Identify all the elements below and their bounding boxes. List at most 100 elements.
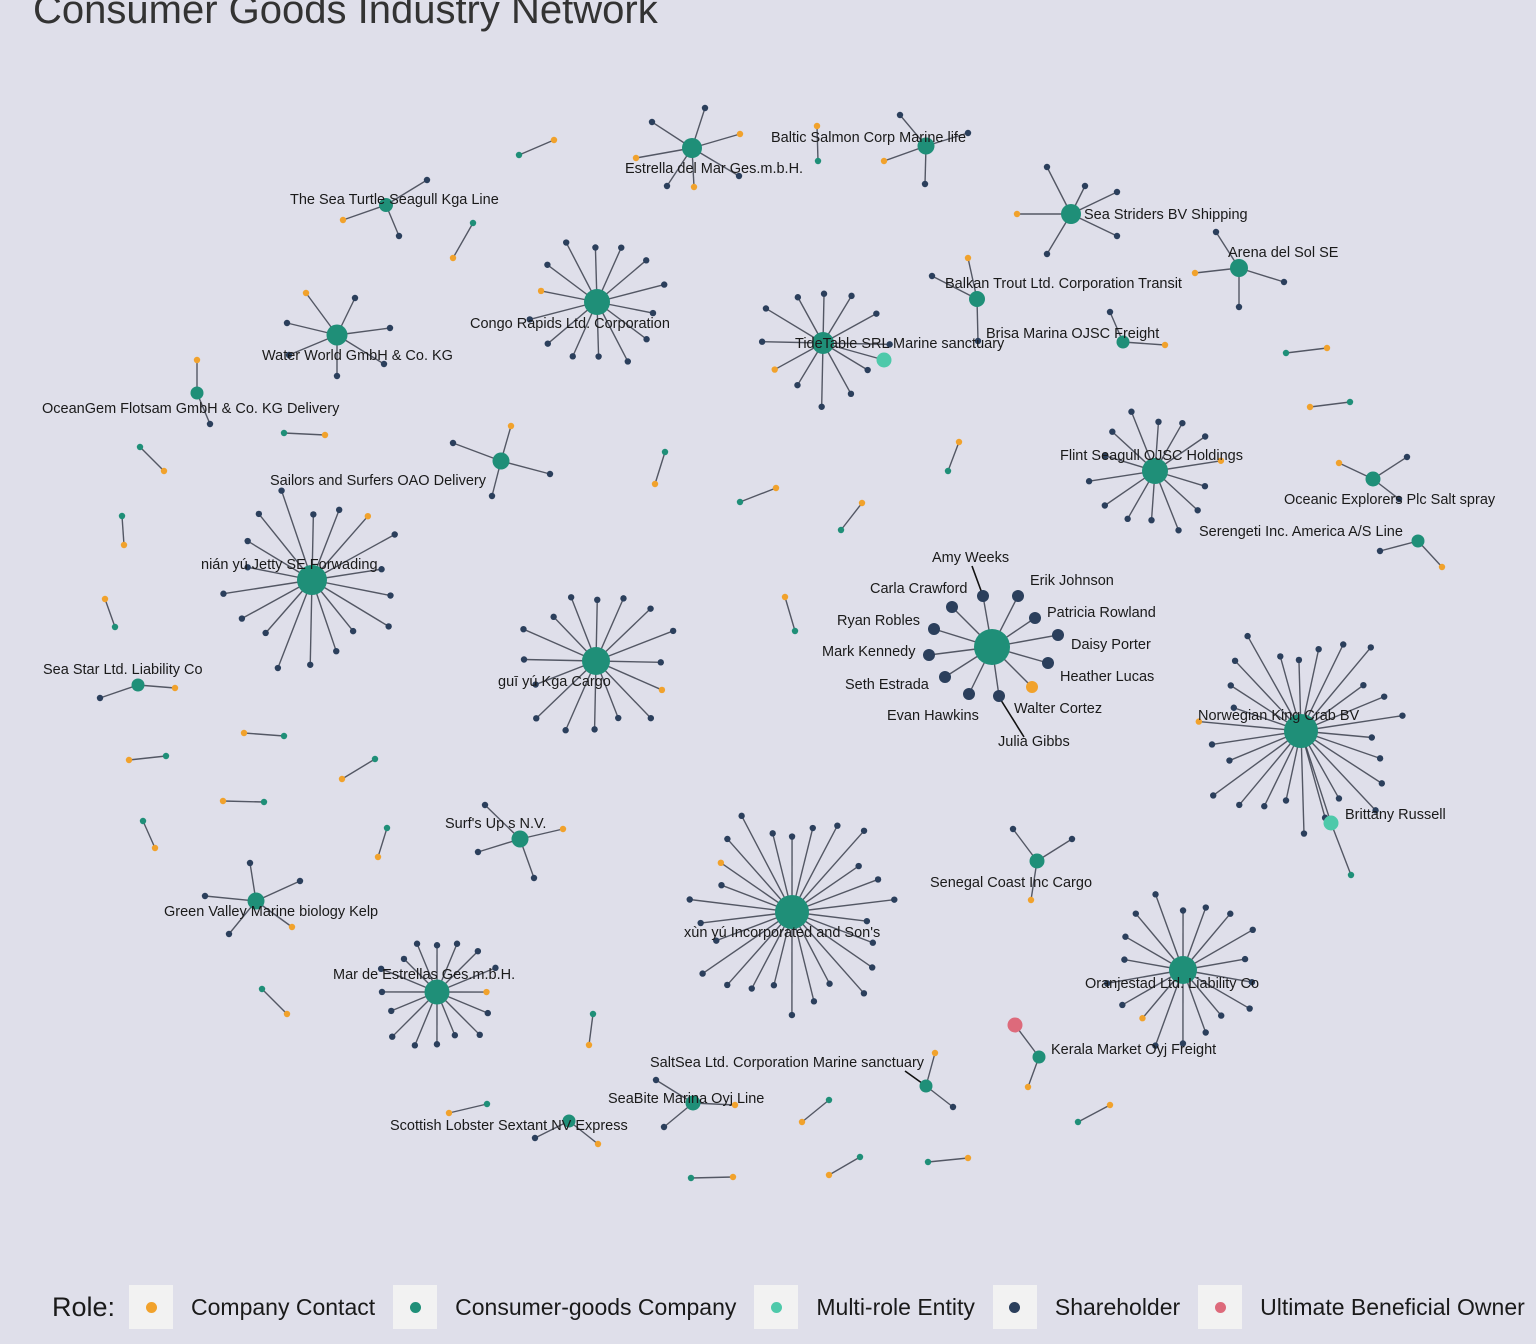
network-edge — [654, 451, 666, 485]
consumer-goods-company-node — [791, 627, 799, 635]
shareholder-node — [1212, 228, 1220, 236]
company-contact-node — [374, 853, 382, 861]
consumer-goods-company-node — [469, 219, 477, 227]
shareholder-node — [492, 964, 499, 972]
shareholder-node — [697, 919, 704, 927]
network-edge — [377, 827, 388, 858]
company-contact-node — [964, 1154, 972, 1162]
consumer-goods-company-node — [280, 429, 288, 437]
network-edge — [702, 911, 793, 975]
shareholder-node — [1395, 495, 1403, 503]
consumer-goods-company-node — [1061, 204, 1081, 224]
legend-label: Shareholder — [1054, 1293, 1181, 1320]
shareholder-node — [1367, 644, 1375, 651]
consumer-goods-company-node — [589, 1010, 597, 1018]
consumer-goods-company-node — [162, 752, 170, 760]
company-contact-node — [1306, 403, 1314, 411]
shareholder-node — [520, 625, 527, 633]
shareholder-node — [1227, 910, 1234, 917]
company-contact-node — [1335, 459, 1343, 467]
consumer-goods-company-node — [1029, 853, 1045, 869]
shareholder-node — [378, 566, 385, 573]
shareholder-node — [964, 129, 972, 137]
legend: Role: Company Contact Consumer-goods Com… — [52, 1284, 1536, 1330]
consumer-goods-company-node — [379, 198, 393, 212]
shareholder-node — [794, 381, 801, 389]
node-label-baltic: Baltic Salmon Corp Marine life — [771, 130, 966, 146]
shareholder-node — [648, 118, 656, 126]
consumer-goods-company-node — [661, 448, 669, 456]
shareholder-node — [663, 182, 671, 190]
company-contact-node — [813, 122, 821, 130]
consumer-goods-company-node — [1074, 1118, 1082, 1126]
consumer-goods-company-node — [111, 623, 119, 631]
network-edge — [280, 490, 313, 581]
company-contact-node — [288, 923, 296, 931]
network-edge — [448, 1103, 488, 1114]
network-nodes — [96, 104, 1446, 1182]
company-contact-node — [1191, 269, 1199, 277]
company-contact-node — [964, 254, 972, 262]
shareholder-node — [550, 613, 557, 621]
shareholder-node — [1155, 418, 1162, 426]
shareholder-node — [1300, 830, 1308, 837]
company-contact-node — [364, 512, 372, 520]
shareholder-node — [544, 261, 551, 268]
company-contact-node — [483, 988, 490, 996]
shareholder-node — [863, 917, 871, 925]
shareholder-node — [1376, 547, 1384, 555]
shareholder-node — [818, 403, 825, 410]
shareholder-node — [618, 244, 625, 251]
legend-label: Ultimate Beneficial Owner — [1260, 1293, 1525, 1320]
node-label-guiyu: guī yú Kga Cargo — [498, 674, 611, 690]
shareholder-node — [380, 360, 388, 368]
network-edge — [784, 596, 796, 632]
shareholder-node — [220, 590, 227, 597]
network-edge — [243, 732, 285, 737]
shareholder-node — [1012, 590, 1024, 602]
legend-item-company-contact: Company Contact — [129, 1285, 375, 1329]
consumer-goods-company-node — [562, 1114, 576, 1128]
company-contact-node — [798, 1118, 806, 1126]
shareholder-node — [206, 420, 214, 428]
consumer-goods-company-node — [190, 386, 204, 400]
company-contact-node — [339, 216, 347, 224]
company-contact-node — [445, 1109, 453, 1117]
company-contact-node — [1161, 341, 1169, 349]
company-contact-node — [338, 775, 346, 783]
company-contact-node — [717, 859, 725, 867]
shareholder-node — [520, 656, 528, 663]
consumer-goods-company-node — [483, 1100, 491, 1108]
node-label-norwegian: Norwegian King Crab BV — [1198, 708, 1360, 724]
shareholder-node — [333, 372, 341, 380]
consumer-goods-company-node — [944, 467, 952, 475]
network-edge — [588, 1013, 594, 1046]
shareholder-node — [1043, 163, 1051, 171]
shareholder-node — [810, 998, 818, 1005]
shareholder-node — [820, 290, 828, 297]
consumer-goods-company-node — [1169, 956, 1197, 984]
shareholder-node — [735, 172, 743, 180]
network-edge — [1300, 646, 1372, 732]
shareholder-node — [594, 596, 601, 604]
company-contact-node — [1013, 210, 1021, 218]
shareholder-node — [788, 1011, 796, 1019]
shareholder-node — [484, 1009, 491, 1017]
node-label-erik: Erik Johnson — [1030, 573, 1114, 589]
shareholder-node — [1121, 956, 1128, 963]
network-edge — [927, 1157, 969, 1163]
shareholder-node — [285, 351, 293, 359]
network-edge — [947, 441, 960, 472]
shareholder-node — [724, 981, 731, 989]
company-contact-node — [120, 541, 128, 549]
company-contact-node — [594, 1140, 602, 1148]
network-edge — [1077, 1104, 1111, 1123]
shareholder-node — [1280, 278, 1288, 286]
consumer-goods-company-node — [837, 526, 845, 534]
shareholder-node — [531, 1134, 539, 1142]
shareholder-node — [770, 982, 778, 989]
company-contact-node — [321, 431, 329, 439]
node-label-arena: Arena del Sol SE — [1228, 245, 1339, 261]
shareholder-node — [591, 726, 598, 733]
node-label-mardeestrellas: Mar de Estrellas Ges.m.b.H. — [333, 967, 515, 983]
